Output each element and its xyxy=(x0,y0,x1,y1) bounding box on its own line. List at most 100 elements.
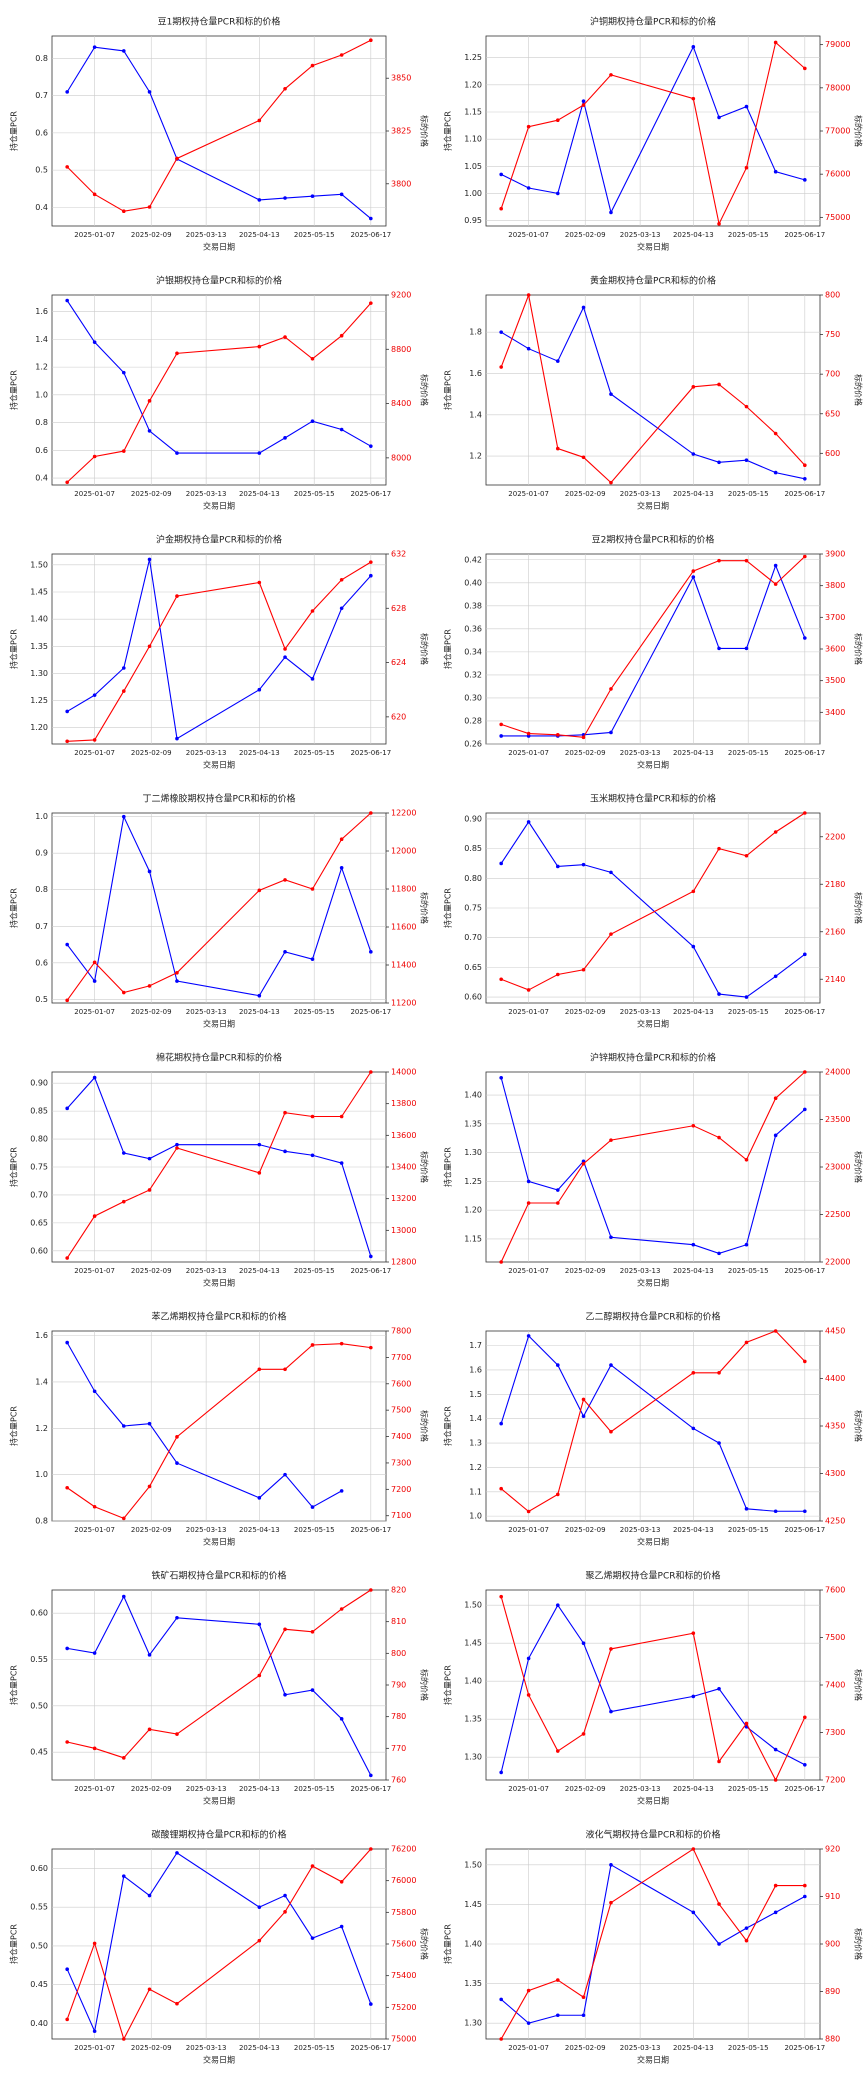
chart: 豆1期权持仓量PCR和标的价格 0.4 0.5 0.6 0.7 0.8 3800 3825 38… xyxy=(9,16,430,252)
x-tick-label: 2025-01-07 xyxy=(508,490,549,498)
point xyxy=(773,830,778,834)
y-tick-label: 0.4 xyxy=(35,203,48,212)
y2-tick-label: 8400 xyxy=(391,399,411,408)
x-axis-label: 交易日期 xyxy=(637,760,669,770)
point xyxy=(526,293,531,297)
point xyxy=(609,730,613,735)
point xyxy=(555,1492,560,1497)
y2-tick-label: 628 xyxy=(391,604,406,613)
point xyxy=(691,889,696,894)
x-tick-label: 2025-04-13 xyxy=(673,231,714,239)
chart: 苯乙烯期权持仓量PCR和标的价格 0.8 1.0 1.2 1.4 1.6 7100 7200 7… xyxy=(9,1311,430,1547)
y2-tick-label: 760 xyxy=(391,1776,406,1785)
point xyxy=(744,1926,749,1930)
y2-tick-label: 22500 xyxy=(825,1210,850,1219)
chart-title: 沪铜期权持仓量PCR和标的价格 xyxy=(590,16,716,28)
point xyxy=(803,178,807,182)
point xyxy=(609,210,613,215)
x-axis-label: 交易日期 xyxy=(203,1278,235,1288)
y-tick-label: 1.40 xyxy=(464,1091,482,1100)
point xyxy=(609,1647,613,1651)
point xyxy=(773,470,778,475)
x-tick-label: 2025-02-09 xyxy=(131,231,172,239)
point xyxy=(803,1763,807,1767)
series-line xyxy=(66,46,372,219)
y-tick-label: 0.42 xyxy=(464,555,482,564)
point xyxy=(773,1747,778,1752)
x-tick-label: 2025-02-09 xyxy=(131,1267,172,1275)
y2-tick-label: 3825 xyxy=(391,127,411,136)
point xyxy=(609,1709,613,1714)
chart-title: 液化气期权持仓量PCR和标的价格 xyxy=(586,1829,721,1841)
x-axis-label: 交易日期 xyxy=(637,501,669,511)
point xyxy=(691,45,696,49)
x-tick-label: 2025-06-17 xyxy=(350,2044,391,2052)
chart: 乙二醇期权持仓量PCR和标的价格 1.0 1.1 1.2 1.3 1.4 1.5 1.6 1.7… xyxy=(443,1311,864,1547)
point xyxy=(717,1251,721,1256)
point xyxy=(283,950,287,954)
point xyxy=(526,124,531,129)
y-tick-label: 1.5 xyxy=(469,1390,482,1399)
x-tick-label: 2025-02-09 xyxy=(131,2044,172,2052)
y2-tick-label: 4250 xyxy=(825,1517,845,1526)
x-tick-label: 2025-05-15 xyxy=(294,2044,335,2052)
series-line xyxy=(500,1848,805,2040)
point xyxy=(691,452,696,456)
y-axis-label: 持仓量PCR xyxy=(9,629,19,669)
point xyxy=(147,90,152,94)
point xyxy=(526,1334,531,1338)
point xyxy=(147,429,152,433)
point xyxy=(526,186,531,190)
y-tick-label: 1.6 xyxy=(469,369,482,378)
y2-tick-label: 600 xyxy=(825,449,840,458)
plot-area xyxy=(51,1848,387,2040)
point xyxy=(147,557,152,562)
point xyxy=(310,1505,315,1509)
y-tick-label: 1.45 xyxy=(464,1900,482,1909)
y2-axis-label: 标的价格 xyxy=(854,1928,864,1960)
y-tick-label: 0.90 xyxy=(30,1079,48,1088)
point xyxy=(175,736,179,741)
point xyxy=(65,1106,69,1111)
point xyxy=(609,1138,613,1142)
point xyxy=(499,1997,503,2002)
point xyxy=(257,344,262,349)
y2-tick-label: 810 xyxy=(391,1617,406,1626)
point xyxy=(310,1153,315,1158)
y-tick-label: 0.60 xyxy=(464,993,482,1002)
plot-area xyxy=(485,553,821,745)
point xyxy=(310,1343,315,1347)
point xyxy=(310,63,315,68)
point xyxy=(691,1242,696,1247)
y-tick-label: 0.50 xyxy=(30,1701,48,1710)
y2-tick-label: 890 xyxy=(825,1987,840,1996)
point xyxy=(744,646,749,651)
point xyxy=(609,1429,613,1434)
point xyxy=(803,1107,807,1112)
chart-title: 铁矿石期权持仓量PCR和标的价格 xyxy=(152,1570,287,1582)
point xyxy=(121,1151,126,1155)
point xyxy=(581,1732,586,1736)
point xyxy=(147,984,152,988)
point xyxy=(773,1910,778,1915)
point xyxy=(581,305,586,310)
point xyxy=(65,165,69,169)
point xyxy=(691,1694,696,1699)
point xyxy=(609,73,613,77)
point xyxy=(65,90,69,94)
x-tick-label: 2025-04-13 xyxy=(673,1526,714,1534)
y-tick-label: 0.60 xyxy=(30,1864,48,1873)
x-tick-label: 2025-03-13 xyxy=(620,1008,661,1016)
point xyxy=(310,194,315,198)
y2-tick-label: 13400 xyxy=(391,1163,416,1172)
y-tick-label: 1.6 xyxy=(35,307,48,316)
x-axis-label: 交易日期 xyxy=(637,242,669,252)
y-tick-label: 0.70 xyxy=(30,1190,48,1199)
x-axis-label: 交易日期 xyxy=(637,1796,669,1806)
point xyxy=(257,1496,262,1500)
point xyxy=(92,192,97,197)
y2-tick-label: 75400 xyxy=(391,1971,416,1980)
point xyxy=(691,385,696,389)
y2-tick-label: 800 xyxy=(825,291,840,300)
x-tick-label: 2025-03-13 xyxy=(620,490,661,498)
